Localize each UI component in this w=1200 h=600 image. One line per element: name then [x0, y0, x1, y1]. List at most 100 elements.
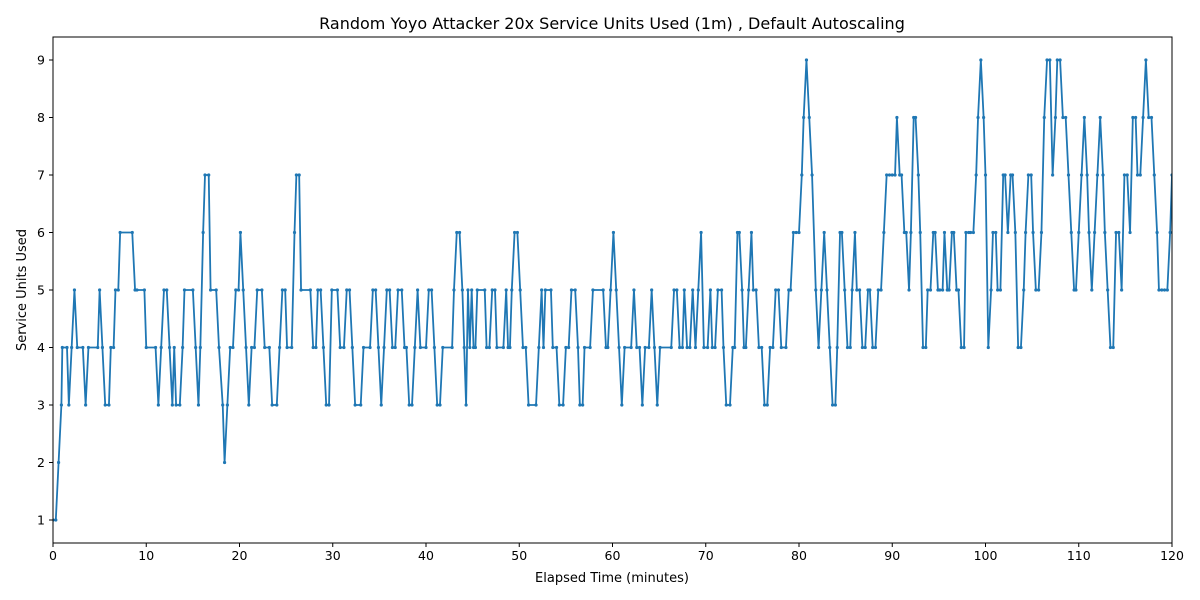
data-point [330, 288, 334, 292]
data-point [283, 288, 287, 292]
data-point [959, 345, 963, 350]
data-point [721, 345, 726, 350]
data-point [324, 403, 328, 407]
data-point [863, 345, 867, 350]
data-point [518, 288, 522, 292]
data-point [208, 288, 213, 292]
data-point [749, 230, 754, 235]
data-point [941, 288, 945, 292]
data-point [81, 345, 85, 350]
data-point [825, 288, 829, 292]
data-point [468, 345, 472, 350]
data-point [989, 288, 993, 292]
data-point [680, 345, 685, 350]
data-point [524, 345, 528, 350]
data-point [797, 230, 801, 235]
data-point [804, 58, 809, 62]
data-point [198, 345, 202, 350]
data-point [1051, 173, 1055, 177]
data-point [647, 345, 651, 350]
data-point [1131, 115, 1135, 120]
data-point [450, 345, 454, 350]
data-point [244, 345, 248, 350]
data-point [702, 345, 706, 350]
x-tick-label: 110 [1067, 548, 1091, 563]
data-point [561, 403, 565, 407]
data-point [710, 345, 714, 350]
data-point [620, 403, 624, 407]
data-point [109, 345, 113, 350]
data-point [696, 288, 700, 292]
data-point [913, 115, 918, 120]
data-point [768, 345, 772, 350]
data-point [1048, 58, 1052, 62]
y-tick-label: 4 [37, 340, 45, 355]
data-point [487, 345, 492, 350]
data-point [554, 345, 559, 350]
data-point [747, 288, 751, 292]
x-axis-label: Elapsed Time (minutes) [535, 571, 689, 586]
data-point [776, 288, 781, 292]
data-point [840, 230, 844, 235]
data-point [483, 288, 487, 292]
data-point [255, 288, 259, 292]
data-point [159, 345, 163, 350]
data-point [685, 345, 689, 350]
data-point [614, 288, 618, 292]
data-point [452, 288, 456, 292]
data-point [1013, 230, 1017, 235]
data-point [893, 173, 897, 177]
data-point [345, 288, 349, 292]
data-point [1122, 173, 1127, 177]
data-point [278, 345, 282, 350]
data-point [59, 403, 63, 407]
data-point [201, 230, 205, 235]
data-point [789, 288, 793, 292]
data-point [569, 288, 574, 292]
data-point [214, 288, 218, 292]
data-point [848, 345, 852, 350]
data-point [335, 288, 340, 292]
data-point [708, 288, 713, 292]
x-tick-label: 10 [138, 548, 154, 563]
data-point [1120, 288, 1124, 292]
data-point [879, 288, 883, 292]
data-point [1141, 115, 1145, 120]
data-point [508, 345, 512, 350]
data-point [495, 345, 499, 350]
data-point [947, 288, 951, 292]
data-point [765, 403, 769, 407]
data-point [510, 288, 514, 292]
data-point [1160, 288, 1164, 292]
data-point [956, 288, 961, 292]
data-point [976, 115, 980, 120]
data-point [285, 345, 289, 350]
data-point [1149, 115, 1154, 120]
data-point [774, 288, 778, 292]
data-point [853, 230, 857, 235]
data-point [1093, 230, 1097, 235]
data-point [270, 403, 274, 407]
data-point [1077, 230, 1081, 235]
data-point [1114, 230, 1118, 235]
data-point [418, 345, 422, 350]
data-point [96, 345, 100, 350]
data-point [70, 345, 74, 350]
data-point [1029, 173, 1033, 177]
plot-area [52, 36, 1173, 544]
data-point [1066, 173, 1071, 177]
data-point [464, 403, 468, 407]
data-point [541, 345, 546, 350]
data-point [1138, 173, 1142, 177]
data-point [1058, 58, 1062, 62]
data-point [1162, 288, 1167, 292]
data-point [693, 345, 698, 350]
data-point [794, 230, 798, 235]
data-point [1125, 173, 1129, 177]
data-point [512, 230, 517, 235]
data-point [1134, 115, 1138, 120]
data-point [907, 288, 911, 292]
x-tick-label: 50 [511, 548, 527, 563]
data-point [260, 288, 264, 292]
